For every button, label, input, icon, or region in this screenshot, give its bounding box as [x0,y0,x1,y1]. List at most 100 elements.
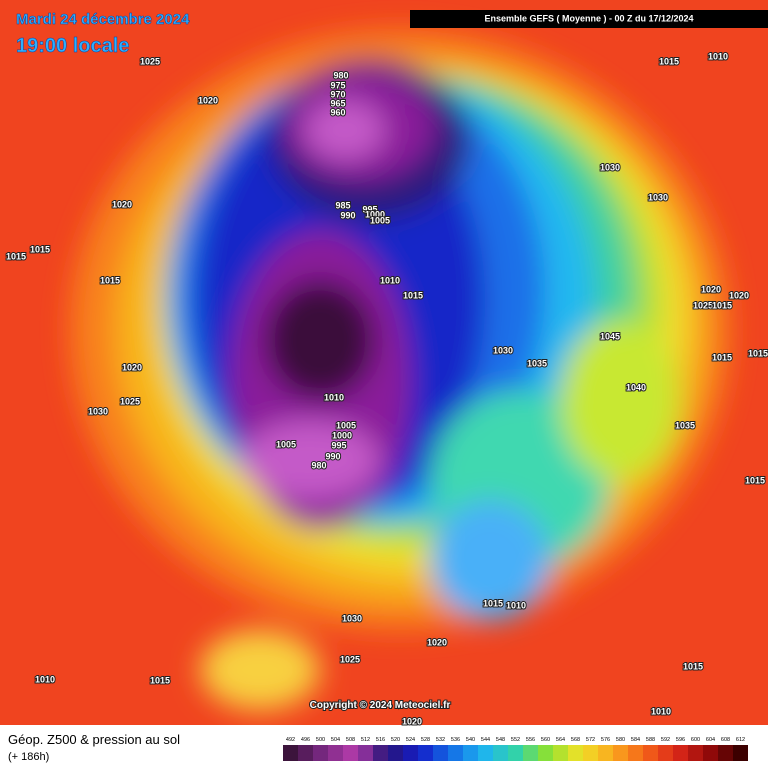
isobar-label: 1015 [403,290,423,300]
colorbar-tick-label: 604 [706,737,715,743]
colorbar-swatch [553,745,568,761]
isobar-label: 985 [335,200,350,210]
colorbar-swatch [568,745,583,761]
isobar-label: 980 [311,460,326,470]
colorbar-swatch [493,745,508,761]
isobar-label: 1020 [198,95,218,105]
colorbar-tick-label: 532 [436,737,445,743]
isobar-label: 1015 [745,475,765,485]
colorbar-swatch [688,745,703,761]
product-title: Géop. Z500 & pression au sol [8,732,180,747]
isobar-label: 1030 [342,613,362,623]
colorbar-tick-label: 608 [721,737,730,743]
isobar-label: 1020 [427,637,447,647]
isobar-label: 1015 [659,56,679,66]
isobar-label: 1015 [100,275,120,285]
isobar-label: 1015 [712,352,732,362]
isobar-label: 1025 [340,654,360,664]
colorbar-tick-label: 600 [691,737,700,743]
colorbar-swatch [298,745,313,761]
colorbar-tick-label: 584 [631,737,640,743]
colorbar-swatch [613,745,628,761]
isobar-label: 965 [330,98,345,108]
isobar-label: 1005 [370,215,390,225]
isobar-label: 1045 [600,331,620,341]
field [0,0,768,725]
isobar-label: 1010 [708,51,728,61]
colorbar-swatch [643,745,658,761]
colorbar-tick-label: 492 [286,737,295,743]
colorbar-swatch [313,745,328,761]
colorbar-tick-label: 580 [616,737,625,743]
colorbar-tick-label: 560 [541,737,550,743]
colorbar-tick-label: 504 [331,737,340,743]
isobar-label: 1015 [712,300,732,310]
colorbar-tick-label: 540 [466,737,475,743]
isobar-label: 1010 [324,392,344,402]
isobar-label: 1000 [365,209,385,219]
colorbar-swatch [673,745,688,761]
colorbar-swatch [448,745,463,761]
colorbar-tick-label: 568 [571,737,580,743]
isobar-label: 1010 [380,275,400,285]
run-banner [410,10,768,28]
colorbar-swatch [328,745,343,761]
isobar-label: 1020 [402,716,422,726]
isobar-label: 1025 [120,396,140,406]
isobar-label: 1020 [122,362,142,372]
isobar-label: 970 [330,89,345,99]
colorbar-tick-label: 548 [496,737,505,743]
isobar-label: 1030 [88,406,108,416]
colorbar-swatch [628,745,643,761]
isobar-label: 1015 [683,661,703,671]
colorbar-swatch [508,745,523,761]
colorbar-tick-label: 508 [346,737,355,743]
colorbar-swatch [388,745,403,761]
isobar-label: 1015 [150,675,170,685]
colorbar-swatch [403,745,418,761]
isobar-label: 1020 [729,290,749,300]
isobar-label: 995 [362,204,377,214]
copyright: Copyright © 2024 Meteociel.fr [310,700,451,711]
isobar-label: 1025 [693,300,713,310]
colorbar-swatch [703,745,718,761]
isobar-label: 1005 [336,420,356,430]
isobar-label: 1010 [506,600,526,610]
colorbar-tick-label: 592 [661,737,670,743]
isobar-label: 1015 [6,251,26,261]
colorbar-swatch [478,745,493,761]
colorbar-swatch [418,745,433,761]
isobar-label: 1020 [701,284,721,294]
colorbar-swatch [718,745,733,761]
colorbar-swatch [733,745,748,761]
lead-time: (+ 186h) [8,751,49,763]
colorbar-tick-label: 576 [601,737,610,743]
isobar-label: 1015 [30,244,50,254]
colorbar-swatch [583,745,598,761]
colorbar-swatch [343,745,358,761]
colorbar-tick-label: 556 [526,737,535,743]
isobar-label: 1015 [483,598,503,608]
colorbar-swatch [658,745,673,761]
isobar-label: 1010 [35,674,55,684]
colorbar-tick-label: 528 [421,737,430,743]
isobar-label: 1000 [332,430,352,440]
colorbar-swatch [538,745,553,761]
isobar-label: 1025 [140,56,160,66]
local-time: 19:00 locale [16,35,129,57]
colorbar-swatch [283,745,298,761]
colorbar-swatch [598,745,613,761]
colorbar-swatch [523,745,538,761]
isobar-label: 995 [331,440,346,450]
colorbar-tick-label: 552 [511,737,520,743]
isobar-label: 990 [325,451,340,461]
isobar-label: 1020 [112,199,132,209]
colorbar-tick-label: 516 [376,737,385,743]
colorbar-tick-label: 496 [301,737,310,743]
colorbar-tick-label: 596 [676,737,685,743]
colorbar-tick-label: 572 [586,737,595,743]
isobar-label: 960 [330,107,345,117]
colorbar-tick-label: 524 [406,737,415,743]
